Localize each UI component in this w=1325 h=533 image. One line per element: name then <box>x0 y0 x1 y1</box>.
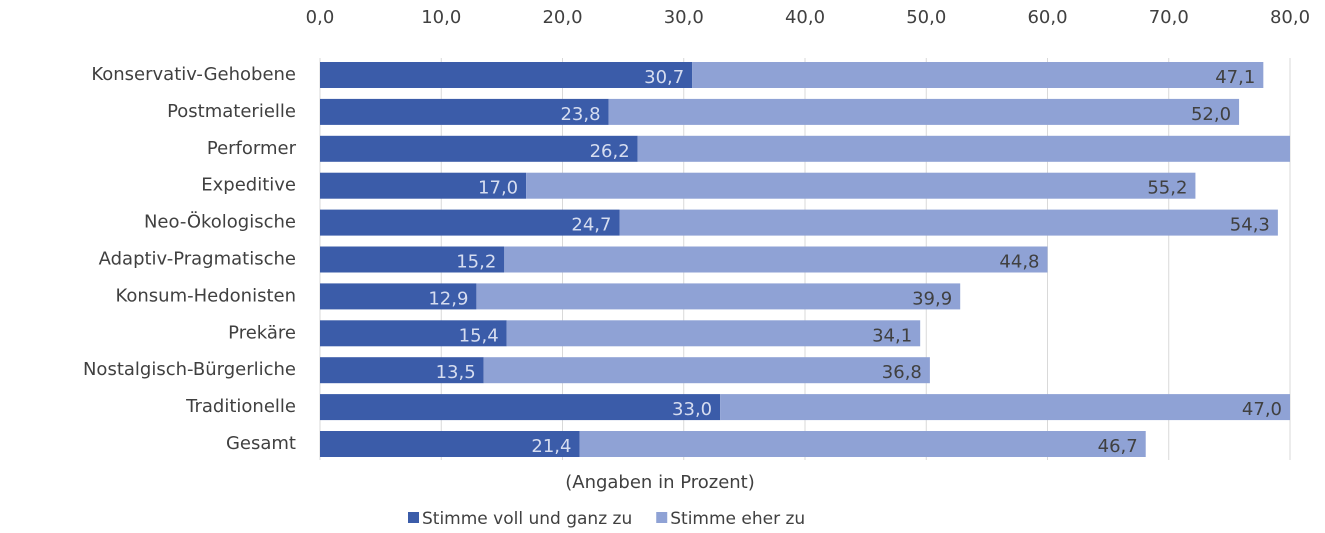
data-label: 23,8 <box>560 104 600 125</box>
x-tick-label: 60,0 <box>1027 7 1067 28</box>
bar-segment <box>720 394 1290 421</box>
data-label: 55,2 <box>1147 178 1187 199</box>
x-tick-label: 40,0 <box>785 7 825 28</box>
bar-segment <box>320 431 580 457</box>
data-label: 17,0 <box>478 178 518 199</box>
y-tick-label: Traditionelle <box>185 396 296 417</box>
x-tick-label: 80,0 <box>1270 7 1310 28</box>
bar-segment <box>320 135 638 162</box>
bar-segment <box>504 246 1048 273</box>
bar-segment <box>320 172 527 199</box>
data-label: 26,2 <box>590 141 630 162</box>
x-tick-label: 20,0 <box>542 7 582 28</box>
y-tick-label: Nostalgisch-Bürgerliche <box>83 359 296 380</box>
data-label: 34,1 <box>872 325 912 346</box>
bar-segment <box>320 98 609 125</box>
x-tick-label: 70,0 <box>1149 7 1189 28</box>
x-tick-label: 10,0 <box>421 7 461 28</box>
y-tick-label: Postmaterielle <box>167 101 296 122</box>
data-label: 24,7 <box>571 215 611 236</box>
bar-segment <box>526 172 1196 199</box>
legend-swatch <box>408 512 419 523</box>
legend-swatch <box>656 512 668 523</box>
bar-segment <box>320 246 505 273</box>
y-tick-label: Gesamt <box>226 433 296 454</box>
data-label: 47,0 <box>1242 399 1282 420</box>
data-label: 21,4 <box>531 436 571 457</box>
x-axis-label: (Angaben in Prozent) <box>565 472 755 493</box>
data-label: 30,7 <box>644 67 684 88</box>
bar-segment <box>506 320 921 347</box>
y-tick-label: Expeditive <box>201 175 296 196</box>
data-label: 47,1 <box>1215 67 1255 88</box>
data-label: 12,9 <box>428 288 468 309</box>
bar-segment <box>483 357 930 384</box>
x-tick-label: 50,0 <box>906 7 946 28</box>
data-label: 52,0 <box>1191 104 1231 125</box>
y-tick-label: Prekäre <box>228 322 296 343</box>
bar-segment <box>619 209 1278 236</box>
y-tick-label: Konservativ-Gehobene <box>91 64 296 85</box>
bar-segment <box>320 283 477 310</box>
data-label: 44,8 <box>999 252 1039 273</box>
bar-segment <box>320 394 721 421</box>
bar-segment <box>320 62 693 88</box>
bar-segment <box>579 431 1146 457</box>
bar-segment <box>608 98 1240 125</box>
data-label: 39,9 <box>912 288 952 309</box>
y-tick-label: Konsum-Hedonisten <box>115 285 296 306</box>
x-tick-label: 0,0 <box>306 7 335 28</box>
y-tick-label: Adaptiv-Pragmatische <box>99 249 296 270</box>
data-label: 15,2 <box>456 252 496 273</box>
data-label: 33,0 <box>672 399 712 420</box>
data-label: 15,4 <box>459 325 499 346</box>
data-label: 46,7 <box>1098 436 1138 457</box>
y-tick-label: Neo-Ökologische <box>144 211 296 233</box>
bar-segment <box>692 62 1264 88</box>
bar-segment <box>320 320 507 347</box>
data-label: 13,5 <box>436 362 476 383</box>
data-label: 36,8 <box>882 362 922 383</box>
bar-segment <box>637 135 1290 162</box>
legend-label: Stimme voll und ganz zu <box>422 509 632 529</box>
bar-segment <box>320 357 484 384</box>
bar-segment <box>476 283 961 310</box>
x-tick-label: 30,0 <box>664 7 704 28</box>
bars <box>320 62 1290 457</box>
legend-label: Stimme eher zu <box>670 509 805 529</box>
y-tick-label: Performer <box>207 138 297 159</box>
data-label: 54,3 <box>1230 215 1270 236</box>
bar-segment <box>320 209 620 236</box>
